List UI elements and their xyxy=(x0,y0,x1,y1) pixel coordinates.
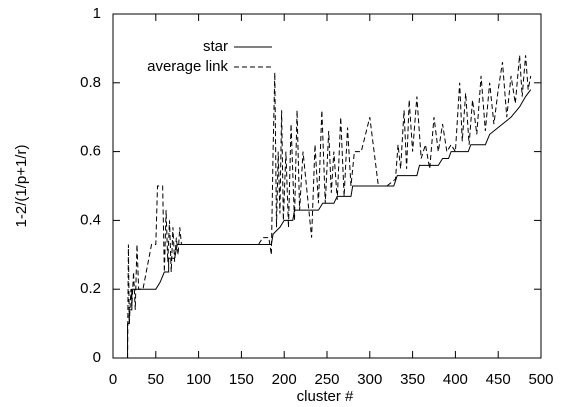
x-tick-label: 400 xyxy=(443,371,468,388)
y-tick-label: 0.6 xyxy=(80,143,101,160)
x-tick-label: 450 xyxy=(486,371,511,388)
y-tick-label: 1 xyxy=(93,5,101,22)
y-tick-label: 0 xyxy=(93,349,101,366)
legend-label: average link xyxy=(147,58,228,75)
y-tick-label: 0.4 xyxy=(80,211,101,228)
x-tick-label: 0 xyxy=(109,371,117,388)
x-tick-label: 350 xyxy=(400,371,425,388)
y-axis-label: 1-2/(1/p+1/r) xyxy=(13,145,30,228)
series-line xyxy=(127,89,532,358)
legend-label: star xyxy=(203,38,228,55)
x-tick-label: 300 xyxy=(357,371,382,388)
x-tick-label: 500 xyxy=(528,371,553,388)
x-tick-label: 150 xyxy=(229,371,254,388)
y-tick-label: 0.8 xyxy=(80,74,101,91)
x-tick-label: 200 xyxy=(272,371,297,388)
x-axis-label: cluster # xyxy=(297,388,354,405)
x-tick-label: 100 xyxy=(186,371,211,388)
y-tick-label: 0.2 xyxy=(80,280,101,297)
series-line xyxy=(127,55,532,359)
x-tick-label: 250 xyxy=(314,371,339,388)
x-tick-label: 50 xyxy=(147,371,164,388)
